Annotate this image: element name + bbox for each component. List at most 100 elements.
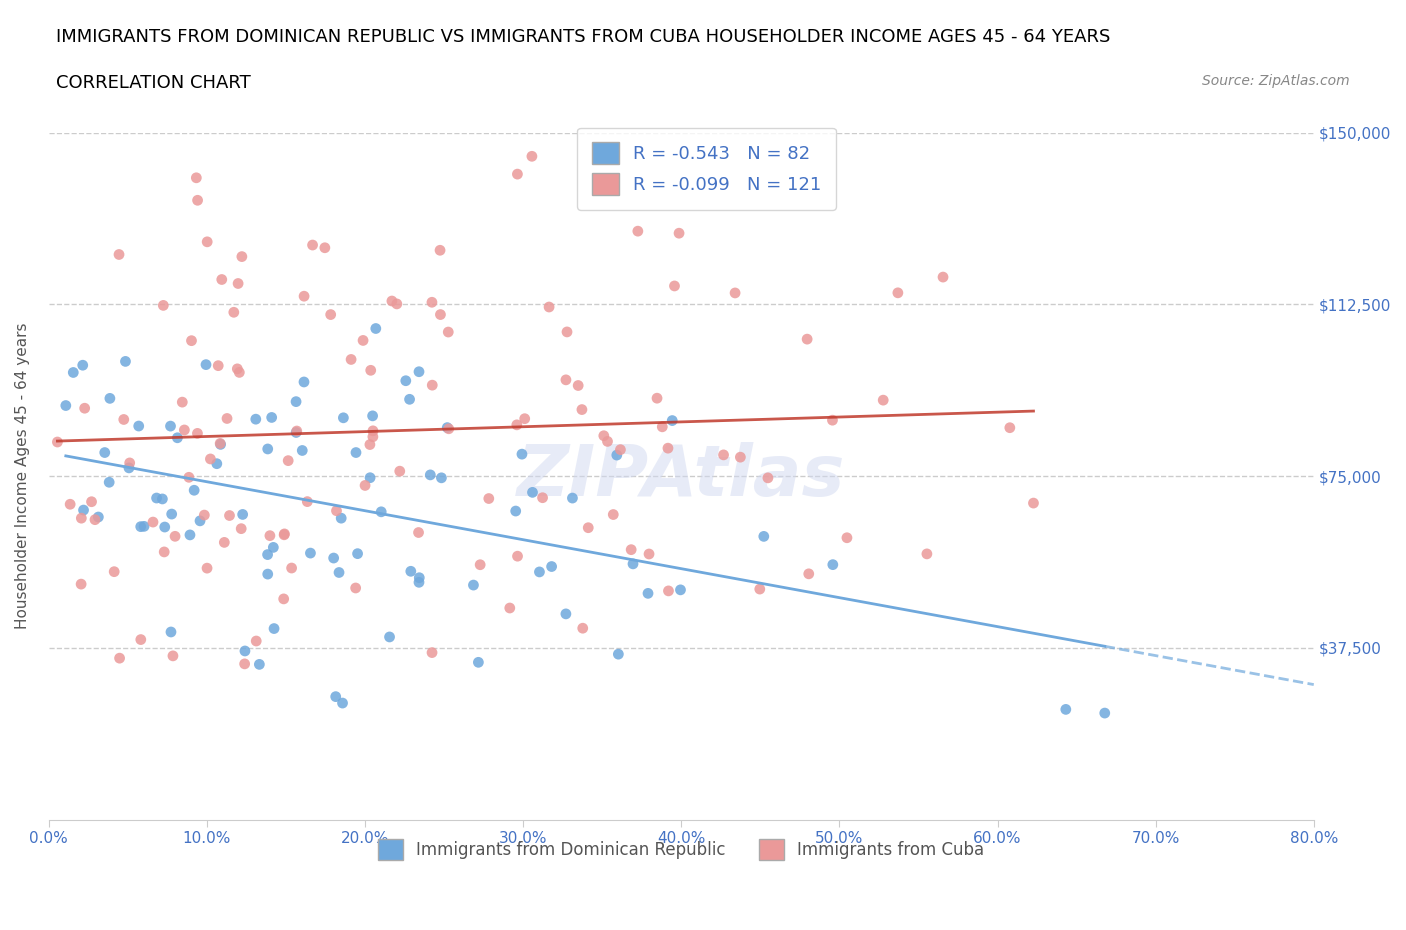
- Point: [748, 581, 770, 596]
- Point: [506, 418, 529, 432]
- Point: [408, 575, 430, 590]
- Point: [724, 286, 747, 300]
- Point: [188, 513, 211, 528]
- Point: [94, 445, 117, 460]
- Point: [429, 307, 451, 322]
- Point: [173, 422, 195, 437]
- Point: [499, 601, 522, 616]
- Point: [46, 434, 69, 449]
- Point: [222, 305, 245, 320]
- Point: [932, 270, 955, 285]
- Point: [186, 170, 208, 185]
- Point: [887, 286, 910, 300]
- Point: [344, 445, 367, 460]
- Point: [346, 546, 368, 561]
- Point: [277, 453, 299, 468]
- Point: [627, 224, 650, 239]
- Point: [205, 457, 228, 472]
- Point: [668, 226, 690, 241]
- Point: [98, 391, 121, 405]
- Point: [263, 621, 285, 636]
- Point: [638, 547, 661, 562]
- Point: [226, 362, 249, 377]
- Point: [395, 373, 418, 388]
- Point: [80, 494, 103, 509]
- Point: [72, 502, 94, 517]
- Point: [55, 398, 77, 413]
- Point: [218, 508, 240, 523]
- Point: [602, 507, 624, 522]
- Point: [669, 582, 692, 597]
- Point: [576, 520, 599, 535]
- Point: [531, 490, 554, 505]
- Point: [510, 446, 533, 461]
- Point: [72, 358, 94, 373]
- Point: [165, 529, 187, 544]
- Point: [529, 565, 551, 579]
- Point: [637, 586, 659, 601]
- Point: [256, 442, 278, 457]
- Point: [399, 564, 422, 578]
- Point: [361, 423, 384, 438]
- Point: [291, 443, 314, 458]
- Point: [162, 648, 184, 663]
- Point: [555, 372, 578, 387]
- Text: CORRELATION CHART: CORRELATION CHART: [56, 74, 252, 92]
- Point: [506, 166, 529, 181]
- Point: [354, 478, 377, 493]
- Point: [129, 519, 152, 534]
- Point: [609, 443, 631, 458]
- Point: [325, 689, 347, 704]
- Point: [555, 325, 578, 339]
- Point: [408, 365, 430, 379]
- Point: [360, 363, 382, 378]
- Point: [166, 431, 188, 445]
- Point: [285, 394, 308, 409]
- Point: [378, 630, 401, 644]
- Point: [195, 357, 218, 372]
- Point: [645, 391, 668, 405]
- Point: [797, 566, 820, 581]
- Point: [359, 437, 381, 452]
- Point: [132, 519, 155, 534]
- Point: [314, 240, 336, 255]
- Point: [215, 411, 238, 426]
- Point: [280, 561, 302, 576]
- Point: [467, 655, 489, 670]
- Point: [361, 430, 384, 445]
- Point: [103, 565, 125, 579]
- Point: [233, 644, 256, 658]
- Point: [112, 412, 135, 427]
- Point: [153, 544, 176, 559]
- Point: [172, 394, 194, 409]
- Point: [419, 468, 441, 483]
- Point: [200, 451, 222, 466]
- Point: [214, 535, 236, 550]
- Point: [226, 276, 249, 291]
- Point: [299, 546, 322, 561]
- Point: [1054, 702, 1077, 717]
- Point: [796, 332, 818, 347]
- Point: [114, 354, 136, 369]
- Point: [98, 475, 121, 490]
- Point: [522, 485, 544, 499]
- Point: [70, 577, 93, 591]
- Point: [209, 437, 232, 452]
- Point: [430, 471, 453, 485]
- Point: [84, 512, 107, 527]
- Point: [245, 412, 267, 427]
- Point: [513, 411, 536, 426]
- Point: [664, 278, 686, 293]
- Point: [259, 528, 281, 543]
- Point: [228, 365, 250, 379]
- Point: [713, 447, 735, 462]
- Point: [183, 483, 205, 498]
- Point: [571, 620, 593, 635]
- Point: [505, 504, 527, 519]
- Point: [388, 464, 411, 479]
- Point: [233, 657, 256, 671]
- Point: [330, 511, 353, 525]
- Point: [328, 565, 350, 580]
- Point: [186, 426, 208, 441]
- Point: [142, 514, 165, 529]
